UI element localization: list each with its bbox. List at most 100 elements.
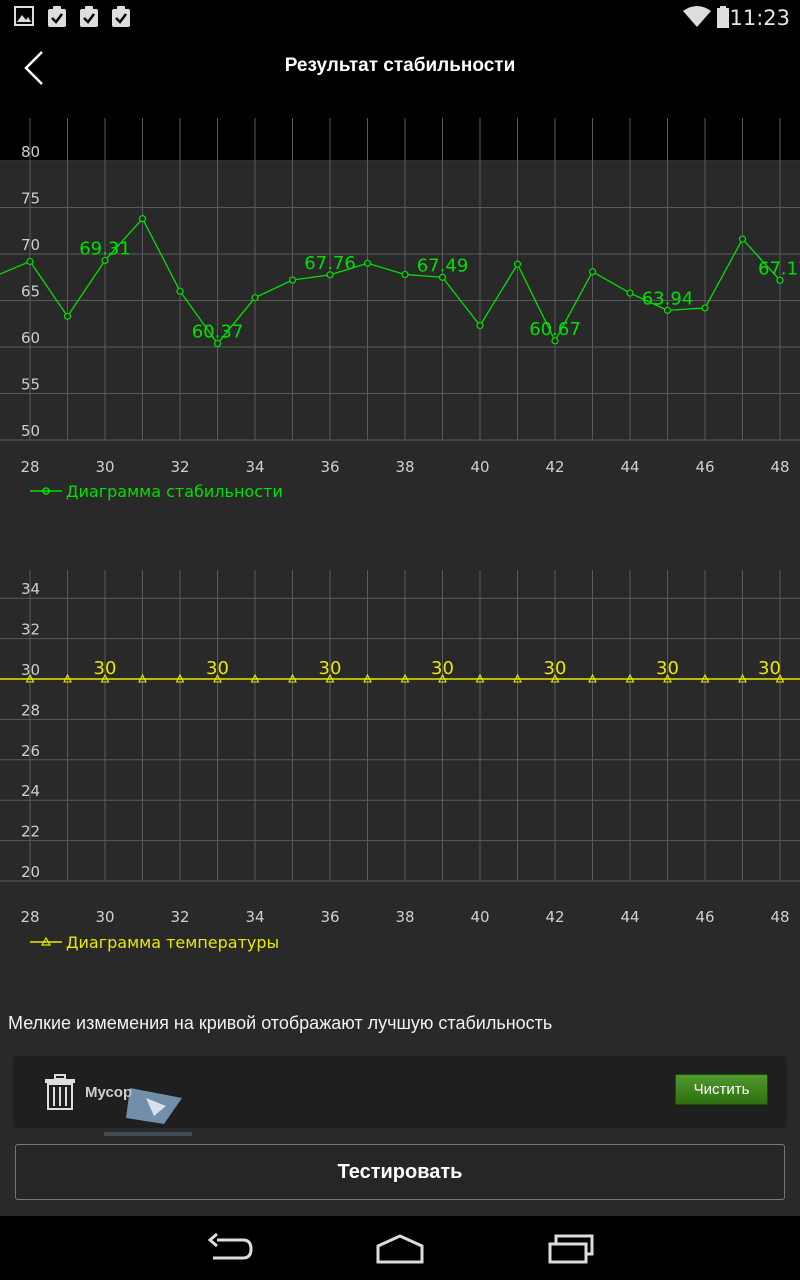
- y-tick-label: 28: [21, 701, 40, 719]
- data-point: [475, 673, 485, 683]
- y-axis: 20 22 24 26 28 30 32 34: [21, 580, 40, 881]
- x-tick-label: 40: [470, 458, 489, 476]
- data-point: [588, 268, 597, 276]
- trash-label: Мусор: [85, 1084, 133, 1101]
- y-tick-label: 75: [21, 190, 40, 208]
- chevron-left-icon[interactable]: [14, 48, 54, 88]
- data-label: 69.31: [79, 238, 131, 259]
- x-tick-label: 38: [395, 908, 414, 926]
- x-tick-label: 44: [620, 458, 639, 476]
- x-axis: 28 30 32 34 36 38 40 42 44 46 48: [20, 458, 789, 476]
- series-line: [0, 217, 781, 345]
- x-tick-label: 42: [545, 908, 564, 926]
- data-point: [138, 673, 147, 683]
- legend-circle-marker: [42, 487, 50, 495]
- data-point: [326, 271, 334, 279]
- data-point: [288, 276, 297, 284]
- data-point: [738, 673, 747, 683]
- x-tick-label: 46: [695, 908, 714, 926]
- status-bar: 11:23: [0, 0, 800, 34]
- y-tick-label: 50: [21, 422, 40, 440]
- data-point: [176, 287, 184, 295]
- x-tick-label: 48: [770, 458, 789, 476]
- image-icon: [14, 6, 34, 26]
- x-tick-label: 30: [95, 908, 114, 926]
- data-point: [663, 673, 672, 683]
- data-point: [588, 673, 597, 683]
- y-tick-label: 70: [21, 236, 40, 254]
- x-tick-label: 44: [620, 908, 639, 926]
- chart-grid: [0, 118, 800, 441]
- data-point: [625, 673, 635, 683]
- data-point: [775, 673, 785, 683]
- wifi-icon: [683, 6, 711, 27]
- x-tick-label: 28: [20, 458, 39, 476]
- series-line: [0, 217, 781, 345]
- data-point: [551, 337, 559, 345]
- legend-triangle-marker: [40, 936, 52, 946]
- data-label: 30: [431, 658, 454, 679]
- x-tick-label: 32: [170, 458, 189, 476]
- data-label: 30: [544, 658, 567, 679]
- battery-icon: [717, 6, 729, 28]
- data-point: [288, 673, 297, 683]
- data-point: [101, 256, 109, 265]
- data-point: [100, 673, 110, 683]
- data-point: [513, 673, 522, 683]
- legend-label: Диаграмма стабильности: [66, 482, 283, 501]
- data-point: [738, 235, 747, 243]
- data-label: 60.67: [529, 319, 581, 340]
- series-points: [26, 215, 784, 348]
- trash-icon: [45, 1074, 75, 1110]
- x-tick-label: 30: [95, 458, 114, 476]
- data-label: 30: [206, 658, 229, 679]
- y-tick-label: 30: [21, 661, 40, 679]
- data-point: [26, 257, 34, 266]
- data-label: 30: [319, 658, 342, 679]
- data-point: [663, 306, 672, 314]
- data-label: 63.94: [642, 288, 694, 309]
- x-tick-label: 48: [770, 908, 789, 926]
- page-title: Результат стабильности: [284, 55, 516, 76]
- x-axis: 28 30 32 34 36 38 40 42 44 46 48: [20, 908, 789, 926]
- data-label: 67.17: [758, 258, 800, 279]
- clipboard-check-icon: [80, 6, 98, 27]
- y-tick-label: 60: [21, 329, 40, 347]
- y-tick-label: 80: [21, 143, 40, 161]
- y-tick-label: 20: [21, 863, 40, 881]
- data-label: 60.37: [192, 322, 244, 343]
- data-labels: 69.31 60.37 67.76 67.49 60.67 63.94 67.17: [79, 238, 800, 342]
- data-point: [550, 673, 560, 683]
- x-tick-label: 28: [20, 908, 39, 926]
- clipboard-check-icon: [112, 6, 130, 27]
- y-tick-label: 34: [21, 580, 40, 598]
- x-tick-label: 34: [245, 908, 264, 926]
- y-tick-label: 26: [21, 742, 40, 760]
- clean-button[interactable]: Чистить: [675, 1074, 768, 1105]
- test-button[interactable]: Тестировать: [15, 1144, 785, 1200]
- chart-legend: Диаграмма температуры: [30, 933, 279, 952]
- y-tick-label: 32: [21, 621, 40, 639]
- back-icon[interactable]: [205, 1230, 255, 1266]
- data-point: [250, 673, 260, 683]
- data-point: [63, 673, 72, 683]
- data-label: 30: [758, 658, 781, 679]
- data-point: [701, 304, 709, 312]
- y-tick-label: 65: [21, 283, 40, 301]
- data-point: [438, 673, 447, 683]
- data-point: [438, 273, 447, 281]
- home-icon[interactable]: [374, 1230, 426, 1266]
- chart-legend: Диаграмма стабильности: [30, 482, 283, 501]
- data-label: 67.76: [304, 253, 356, 274]
- data-point: [400, 673, 410, 683]
- data-point: [63, 312, 72, 320]
- data-point: [138, 215, 147, 223]
- x-tick-label: 46: [695, 458, 714, 476]
- data-label: 67.49: [417, 255, 469, 276]
- navigation-bar: [0, 1216, 800, 1280]
- data-point: [25, 673, 35, 683]
- x-tick-label: 38: [395, 458, 414, 476]
- legend-label: Диаграмма температуры: [66, 933, 279, 952]
- recent-apps-icon[interactable]: [546, 1230, 596, 1266]
